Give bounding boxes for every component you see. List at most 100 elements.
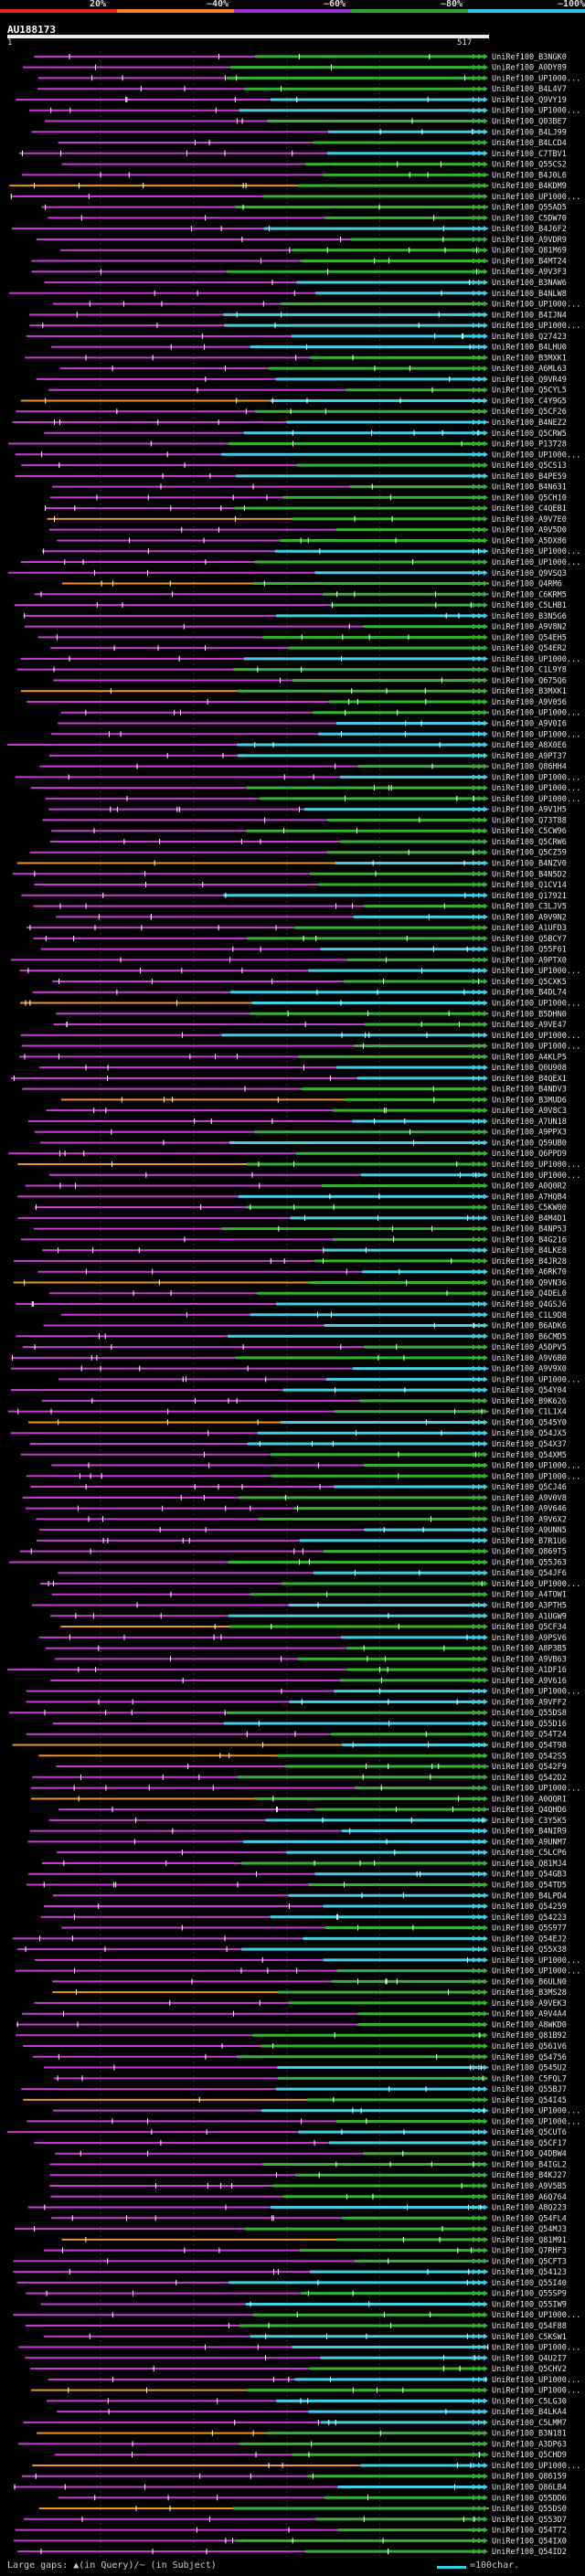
hit-label[interactable]: UniRef100_Q17921 xyxy=(492,892,567,901)
hit-label[interactable]: UniRef100_A9V646 xyxy=(492,1505,567,1514)
hit-label[interactable]: UniRef100_A8WKD0 xyxy=(492,2020,567,2030)
hit-label[interactable]: UniRef100_A9V9N2 xyxy=(492,913,567,922)
hit-label[interactable]: UniRef100_C3LJV5 xyxy=(492,903,567,912)
hit-label[interactable]: UniRef100_Q55F61 xyxy=(492,946,567,955)
hit-label[interactable]: UniRef100_Q55DS8 xyxy=(492,1709,567,1718)
hit-label[interactable]: UniRef100_Q54F88 xyxy=(492,2322,567,2331)
hit-label[interactable]: UniRef100_B9K626 xyxy=(492,1397,567,1406)
hit-label[interactable]: UniRef100_C7TBV1 xyxy=(492,150,567,159)
hit-label[interactable]: UniRef100_UP1000... xyxy=(492,1688,580,1697)
hit-label[interactable]: UniRef100_Q545Y0 xyxy=(492,1418,567,1427)
hit-label[interactable]: UniRef100_Q55J63 xyxy=(492,1558,567,1567)
hit-label[interactable]: UniRef100_Q54TD5 xyxy=(492,1881,567,1890)
hit-label[interactable]: UniRef100_Q9VN36 xyxy=(492,1278,567,1288)
hit-label[interactable]: UniRef100_Q86LB4 xyxy=(492,2484,567,2493)
hit-label[interactable]: UniRef100_B4QEX1 xyxy=(492,1075,567,1084)
hit-label[interactable]: UniRef100_C1L9Y8 xyxy=(492,666,567,675)
hit-label[interactable]: UniRef100_Q54JF6 xyxy=(492,1569,567,1578)
hit-label[interactable]: UniRef100_Q5CHD9 xyxy=(492,2451,567,2460)
hit-label[interactable]: UniRef100_B4LPD4 xyxy=(492,1892,567,1901)
hit-label[interactable]: UniRef100_Q55SP9 xyxy=(492,2290,567,2299)
hit-label[interactable]: UniRef100_B4G216 xyxy=(492,1235,567,1245)
hit-label[interactable]: UniRef100_A9V6B0 xyxy=(492,1354,567,1363)
hit-label[interactable]: UniRef100_C5KSW1 xyxy=(492,2333,567,2342)
hit-label[interactable]: UniRef100_Q5CF17 xyxy=(492,2139,567,2148)
hit-label[interactable]: UniRef100_A9V4A4 xyxy=(492,2010,567,2019)
hit-label[interactable]: UniRef100_B6ADK6 xyxy=(492,1322,567,1331)
hit-label[interactable]: UniRef100_Q54756 xyxy=(492,2053,567,2062)
hit-label[interactable]: UniRef100_UP1000... xyxy=(492,2107,580,2116)
hit-label[interactable]: UniRef100_UP1000... xyxy=(492,730,580,739)
hit-label[interactable]: UniRef100_B3N5G6 xyxy=(492,612,567,621)
hit-label[interactable]: UniRef100_Q4QHD6 xyxy=(492,1806,567,1815)
hit-label[interactable]: UniRef100_A4TOW1 xyxy=(492,1591,567,1600)
hit-label[interactable]: UniRef100_UP1000... xyxy=(492,451,580,460)
hit-label[interactable]: UniRef100_A7HQB4 xyxy=(492,1193,567,1202)
hit-label[interactable]: UniRef100_UP1000... xyxy=(492,547,580,557)
hit-label[interactable]: UniRef100_B4NZV0 xyxy=(492,860,567,869)
hit-label[interactable]: UniRef100_Q9VR49 xyxy=(492,376,567,385)
hit-label[interactable]: UniRef100_A9V616 xyxy=(492,1677,567,1686)
hit-label[interactable]: UniRef100_Q5CS13 xyxy=(492,461,567,471)
hit-label[interactable]: UniRef100_UP1000... xyxy=(492,2387,580,2396)
hit-label[interactable]: UniRef100_A3PTH5 xyxy=(492,1602,567,1611)
hit-label[interactable]: UniRef100_UP1000... xyxy=(492,1032,580,1041)
hit-label[interactable]: UniRef100_UP1000... xyxy=(492,1043,580,1052)
hit-label[interactable]: UniRef100_Q4DEL0 xyxy=(492,1289,567,1299)
hit-label[interactable]: UniRef100_Q55D16 xyxy=(492,1720,567,1729)
hit-label[interactable]: UniRef100_UP1000... xyxy=(492,1956,580,1966)
hit-label[interactable]: UniRef100_Q03BE7 xyxy=(492,117,567,126)
hit-label[interactable]: UniRef100_Q73T88 xyxy=(492,816,567,825)
hit-label[interactable]: UniRef100_B4NIR9 xyxy=(492,1828,567,1837)
hit-label[interactable]: UniRef100_B4J0L6 xyxy=(492,171,567,180)
hit-label[interactable]: UniRef100_Q869T5 xyxy=(492,1548,567,1557)
hit-label[interactable]: UniRef100_B4KDM9 xyxy=(492,182,567,191)
hit-label[interactable]: UniRef100_B4LJ99 xyxy=(492,128,567,137)
hit-label[interactable]: UniRef100_Q86159 xyxy=(492,2473,567,2482)
hit-label[interactable]: UniRef100_C3Y5K5 xyxy=(492,1817,567,1826)
hit-label[interactable]: UniRef100_C5KW00 xyxy=(492,1203,567,1213)
hit-label[interactable]: UniRef100_Q54MJ3 xyxy=(492,2225,567,2234)
hit-label[interactable]: UniRef100_C5DW70 xyxy=(492,214,567,223)
hit-label[interactable]: UniRef100_A9PSV6 xyxy=(492,1634,567,1643)
hit-label[interactable]: UniRef100_Q54X37 xyxy=(492,1440,567,1449)
hit-label[interactable]: UniRef100_A3DP63 xyxy=(492,2440,567,2449)
hit-label[interactable]: UniRef100_C1L1X4 xyxy=(492,1408,567,1417)
hit-label[interactable]: UniRef100_A9V3F3 xyxy=(492,268,567,277)
hit-label[interactable]: UniRef100_UP1000... xyxy=(492,795,580,804)
hit-label[interactable]: UniRef100_Q54GB3 xyxy=(492,1871,567,1880)
hit-label[interactable]: UniRef100_C5LCP6 xyxy=(492,1849,567,1858)
hit-label[interactable]: UniRef100_A9UNN5 xyxy=(492,1526,567,1535)
hit-label[interactable]: UniRef100_B4LKA4 xyxy=(492,2408,567,2417)
hit-label[interactable]: UniRef100_UP1000... xyxy=(492,1967,580,1977)
hit-label[interactable]: UniRef100_P13728 xyxy=(492,440,567,450)
hit-label[interactable]: UniRef100_Q81M69 xyxy=(492,247,567,256)
hit-label[interactable]: UniRef100_Q5CJ46 xyxy=(492,1483,567,1492)
hit-label[interactable]: UniRef100_C5LMM7 xyxy=(492,2419,567,2428)
hit-label[interactable]: UniRef100_Q54T72 xyxy=(492,2527,567,2536)
hit-label[interactable]: UniRef100_Q4RM6 xyxy=(492,580,562,589)
hit-label[interactable]: UniRef100_Q54259 xyxy=(492,1903,567,1912)
hit-label[interactable]: UniRef100_A7UN18 xyxy=(492,1118,567,1127)
hit-label[interactable]: UniRef100_Q542F9 xyxy=(492,1763,567,1772)
hit-label[interactable]: UniRef100_Q5CRW5 xyxy=(492,429,567,439)
hit-label[interactable]: UniRef100_Q5CF34 xyxy=(492,1623,567,1632)
hit-label[interactable]: UniRef100_Q5CRW6 xyxy=(492,838,567,847)
hit-label[interactable]: UniRef100_A1UFD3 xyxy=(492,924,567,933)
hit-label[interactable]: UniRef100_A9V056 xyxy=(492,698,567,707)
hit-label[interactable]: UniRef100_C5FQL7 xyxy=(492,2074,567,2083)
hit-label[interactable]: UniRef100_Q54FL4 xyxy=(492,2214,567,2223)
hit-label[interactable]: UniRef100_Q5CHV2 xyxy=(492,2365,567,2374)
hit-label[interactable]: UniRef100_B4NEZ2 xyxy=(492,419,567,428)
hit-label[interactable]: UniRef100_A6ML63 xyxy=(492,365,567,374)
hit-label[interactable]: UniRef100_B4IGL2 xyxy=(492,2160,567,2169)
hit-label[interactable]: UniRef100_B4NDV3 xyxy=(492,1086,567,1095)
hit-label[interactable]: UniRef100_UP1000... xyxy=(492,2462,580,2471)
hit-label[interactable]: UniRef100_A6Q764 xyxy=(492,2193,567,2202)
hit-label[interactable]: UniRef100_A0QQR1 xyxy=(492,1795,567,1804)
hit-label[interactable]: UniRef100_B4MT24 xyxy=(492,257,567,266)
hit-label[interactable]: UniRef100_UP1000... xyxy=(492,967,580,976)
hit-label[interactable]: UniRef100_B4IJN4 xyxy=(492,311,567,320)
hit-label[interactable]: UniRef100_UP1000... xyxy=(492,322,580,331)
hit-label[interactable]: UniRef100_UP1000... xyxy=(492,2376,580,2385)
